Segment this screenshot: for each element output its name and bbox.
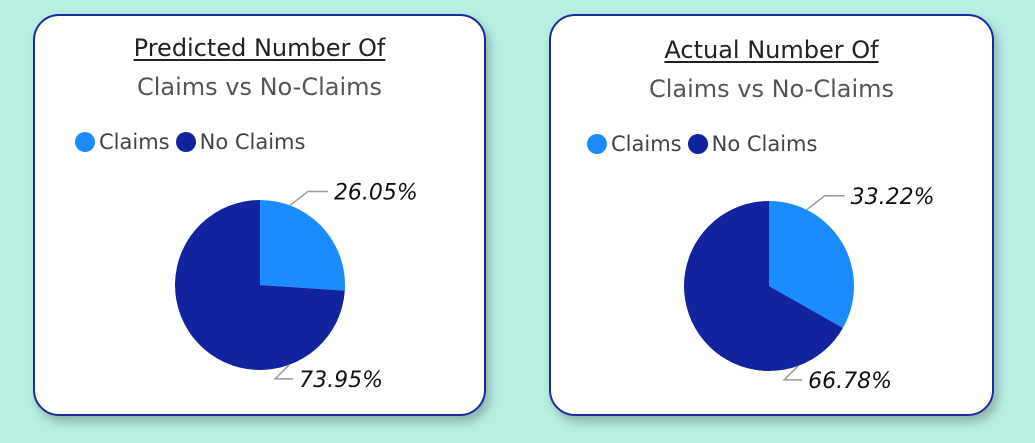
legend-label-claims: Claims xyxy=(99,130,170,154)
leader-line xyxy=(782,365,803,381)
pie-slice-no-claims[interactable] xyxy=(175,200,345,370)
chart-title: Predicted Number Of xyxy=(133,34,386,62)
pie-slice-no-claims[interactable] xyxy=(684,201,843,372)
leader-line xyxy=(289,190,328,207)
legend-marker-no-claims xyxy=(175,132,196,152)
pie-slice-claims[interactable] xyxy=(260,200,345,291)
legend-label-no-claims: No Claims xyxy=(199,130,306,154)
chart-card-actual: Actual Number Of Claims vs No-Claims Cla… xyxy=(549,14,994,416)
legend-marker-claims xyxy=(587,134,607,154)
pie-chart-predicted: 26.05% 73.95% xyxy=(175,180,418,393)
chart-subtitle: Claims vs No-Claims xyxy=(648,75,895,103)
chart-legend: Claims No Claims xyxy=(587,132,823,156)
pie-slice-claims[interactable] xyxy=(769,201,854,328)
chart-title: Actual Number Of xyxy=(664,36,879,64)
chart-card-predicted: Predicted Number Of Claims vs No-Claims … xyxy=(33,14,486,416)
legend-label-no-claims: No Claims xyxy=(711,132,818,156)
chart-subtitle: Claims vs No-Claims xyxy=(136,73,383,101)
leader-line xyxy=(806,195,845,211)
legend-marker-no-claims xyxy=(687,134,708,154)
chart-legend: Claims No Claims xyxy=(75,130,311,154)
data-label-claims: 26.05% xyxy=(334,180,418,205)
legend-label-claims: Claims xyxy=(611,132,682,156)
data-label-no-claims: 66.78% xyxy=(808,369,892,394)
legend-marker-claims xyxy=(75,132,95,152)
data-label-no-claims: 73.95% xyxy=(299,368,383,393)
leader-line xyxy=(273,364,294,380)
pie-chart-actual: 33.22% 66.78% xyxy=(684,185,935,394)
data-label-claims: 33.22% xyxy=(851,185,935,210)
